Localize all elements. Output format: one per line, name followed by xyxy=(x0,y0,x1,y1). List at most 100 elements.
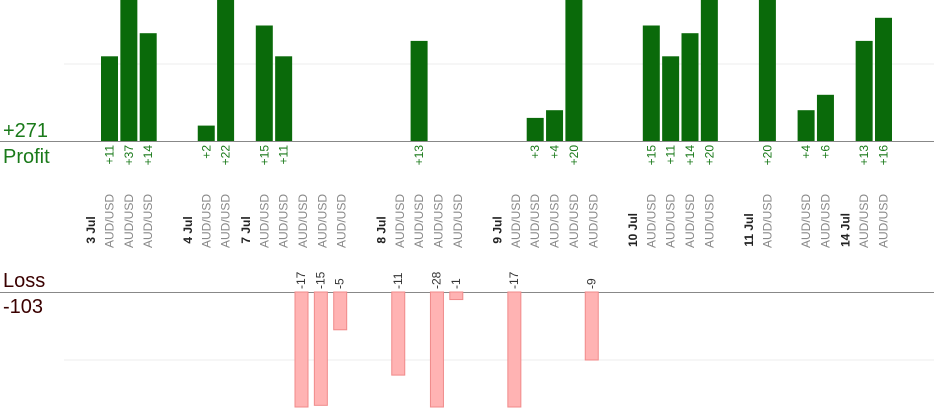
profit-bars xyxy=(101,0,892,142)
profit-value-label: +20 xyxy=(760,145,774,166)
date-label: 3 Jul xyxy=(84,216,98,243)
profit-bar xyxy=(700,0,718,141)
date-label: 11 Jul xyxy=(742,213,756,246)
profit-value-label: +22 xyxy=(219,145,233,166)
loss-bar xyxy=(333,291,348,331)
date-label: 10 Jul xyxy=(626,213,640,247)
profit-value-label: +4 xyxy=(799,145,813,159)
category-label: AUD/USD xyxy=(683,194,697,248)
loss-value-label: -17 xyxy=(294,271,308,289)
category-label: AUD/USD xyxy=(335,194,349,248)
category-label: AUD/USD xyxy=(799,194,813,248)
loss-label: Loss xyxy=(3,270,45,292)
profit-value-label: +15 xyxy=(644,145,658,166)
category-label: AUD/USD xyxy=(877,194,891,248)
category-label: AUD/USD xyxy=(296,194,310,248)
profit-value-label: +20 xyxy=(567,145,581,166)
category-label: AUD/USD xyxy=(857,194,871,248)
profit-value-label: +13 xyxy=(412,145,426,166)
loss-bar xyxy=(391,291,406,376)
profit-bar xyxy=(275,56,293,141)
profit-bar xyxy=(410,40,428,141)
loss-value-label: -17 xyxy=(507,271,521,289)
profit-bar xyxy=(875,17,892,141)
loss-value-label: -15 xyxy=(313,271,327,289)
profit-bar xyxy=(255,25,273,141)
gridlines xyxy=(0,63,934,361)
category-label: AUD/USD xyxy=(548,194,562,248)
profit-bar xyxy=(642,25,660,141)
profit-label: Profit xyxy=(3,146,50,168)
category-label: AUD/USD xyxy=(141,194,155,248)
profit-bar xyxy=(797,110,815,141)
profit-bar xyxy=(546,110,564,141)
profit-value-label: +14 xyxy=(683,145,697,166)
profit-value-label: +4 xyxy=(548,145,562,159)
profit-value-label: +16 xyxy=(877,145,891,166)
category-label: AUD/USD xyxy=(103,194,117,248)
category-label: AUD/USD xyxy=(431,194,445,248)
loss-bar xyxy=(584,291,599,361)
profit-bar xyxy=(816,94,834,141)
loss-bar xyxy=(294,291,309,408)
loss-value-label: -11 xyxy=(391,272,405,289)
loss-value-label: -28 xyxy=(429,271,443,289)
profit-total: +271 xyxy=(3,120,48,142)
profit-bar xyxy=(526,117,544,141)
loss-bar xyxy=(313,291,328,406)
category-label: AUD/USD xyxy=(122,194,136,248)
loss-bars xyxy=(294,291,599,408)
category-label: AUD/USD xyxy=(664,194,678,248)
profit-bar xyxy=(139,33,157,142)
category-label: AUD/USD xyxy=(567,194,581,248)
loss-value-label: -1 xyxy=(449,278,463,289)
loss-bar xyxy=(429,291,444,408)
category-label: AUD/USD xyxy=(528,194,542,248)
profit-value-label: +3 xyxy=(528,145,542,159)
category-labels: AUD/USD AUD/USD AUD/USD AUD/USD AUD/USD AUD/U… xyxy=(103,194,891,248)
profit-value-label: +37 xyxy=(122,145,136,166)
profit-bar xyxy=(662,56,680,141)
profit-value-label: +11 xyxy=(103,145,117,165)
profit-value-label: +11 xyxy=(664,145,678,165)
profit-bar xyxy=(101,56,118,141)
profit-value-label: +20 xyxy=(702,145,716,166)
category-label: AUD/USD xyxy=(451,194,465,248)
value-labels: +11 +37 +14 +2 +22 +15 +11 -17 -15 -5 -11 +13 -28 -1 -… xyxy=(103,145,891,289)
date-label: 9 Jul xyxy=(490,216,504,243)
loss-bar xyxy=(507,291,522,408)
category-label: AUD/USD xyxy=(277,194,291,248)
profit-value-label: +15 xyxy=(257,145,271,166)
category-label: AUD/USD xyxy=(818,194,832,248)
profit-bar xyxy=(681,33,699,142)
profit-bar xyxy=(217,0,235,141)
profit-bar xyxy=(197,125,215,141)
category-label: AUD/USD xyxy=(315,194,329,248)
category-label: AUD/USD xyxy=(644,194,658,248)
profit-bar xyxy=(758,0,776,141)
date-label: 14 Jul xyxy=(839,213,853,247)
loss-bar xyxy=(449,291,464,301)
profit-value-label: +2 xyxy=(199,145,213,159)
category-label: AUD/USD xyxy=(219,194,233,248)
loss-value-label: -5 xyxy=(333,278,347,289)
category-label: AUD/USD xyxy=(199,194,213,248)
profit-bar xyxy=(565,0,583,141)
category-label: AUD/USD xyxy=(412,194,426,248)
loss-total: -103 xyxy=(3,296,43,318)
date-labels: 3 Jul 4 Jul 7 Jul 8 Jul 9 Jul 10 Jul 11 Jul 14 … xyxy=(84,213,853,247)
profit-bar xyxy=(120,0,138,141)
profit-value-label: +14 xyxy=(141,145,155,166)
category-label: AUD/USD xyxy=(760,194,774,248)
profit-bar xyxy=(855,40,873,141)
category-label: AUD/USD xyxy=(509,194,523,248)
profit-value-label: +11 xyxy=(277,145,291,165)
category-label: AUD/USD xyxy=(702,194,716,248)
date-label: 4 Jul xyxy=(181,216,195,243)
category-label: AUD/USD xyxy=(393,194,407,248)
loss-value-label: -9 xyxy=(584,278,598,289)
profit-value-label: +13 xyxy=(857,145,871,166)
date-label: 7 Jul xyxy=(239,216,253,243)
category-label: AUD/USD xyxy=(586,194,600,248)
